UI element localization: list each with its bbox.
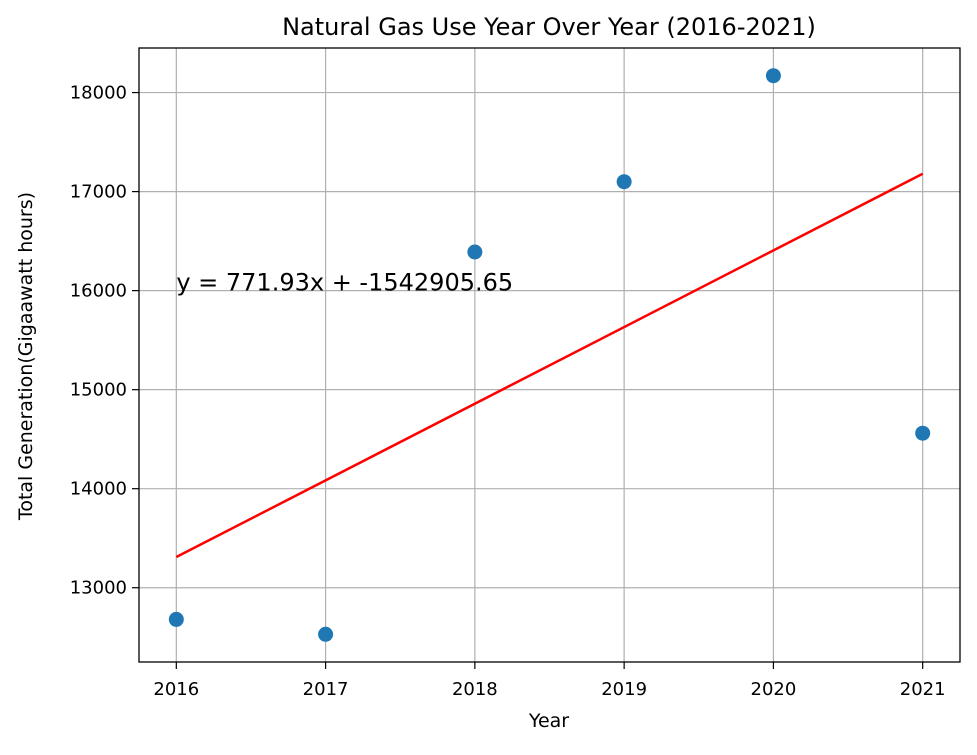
y-axis-label: Total Generation(Gigaawatt hours) [15,192,37,521]
regression-equation: y = 771.93x + -1542905.65 [176,269,513,297]
x-tick-label: 2017 [303,679,349,700]
x-axis-label: Year [528,710,569,732]
scatter-points [168,68,931,642]
scatter-point [318,626,334,642]
grid [139,48,960,662]
y-tick-label: 17000 [70,182,127,203]
scatter-point [765,68,781,84]
y-tick-label: 16000 [70,281,127,302]
scatter-point [915,425,931,441]
x-tick-label: 2021 [900,679,946,700]
scatter-point [616,174,632,190]
x-axis-ticks: 2016 2017 2018 2019 2020 2021 [153,662,946,700]
y-tick-label: 14000 [70,479,127,500]
x-tick-label: 2016 [153,679,199,700]
y-tick-label: 18000 [70,83,127,104]
scatter-point [168,611,184,627]
chart-title: Natural Gas Use Year Over Year (2016-202… [282,13,816,41]
y-tick-label: 15000 [70,380,127,401]
x-tick-label: 2019 [601,679,647,700]
x-tick-label: 2018 [452,679,498,700]
x-tick-label: 2020 [751,679,797,700]
plot-area-frame [138,47,961,663]
trend-line [175,172,924,559]
scatter-point [467,244,483,260]
y-axis-ticks: 13000 14000 15000 16000 17000 18000 [70,83,139,599]
y-tick-label: 13000 [70,578,127,599]
